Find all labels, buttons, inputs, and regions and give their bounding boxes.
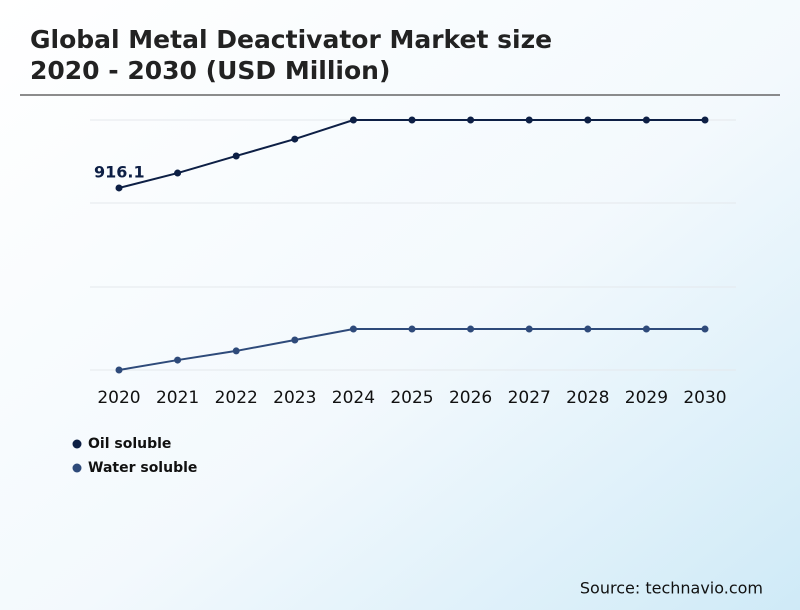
- x-tick-label: 2029: [625, 388, 668, 408]
- data-point: [467, 325, 475, 333]
- data-point: [408, 116, 416, 124]
- value-label: 916.1: [94, 162, 145, 181]
- data-point: [701, 325, 709, 333]
- x-tick-label: 2024: [332, 388, 375, 408]
- data-point: [525, 325, 533, 333]
- data-point: [642, 325, 650, 333]
- chart-subtitle: 2020 - 2030 (USD Million): [30, 56, 390, 85]
- legend-marker: [72, 463, 82, 473]
- data-point: [525, 116, 533, 124]
- data-point: [291, 336, 299, 344]
- data-point: [291, 135, 299, 143]
- data-point: [115, 366, 123, 374]
- data-point: [701, 116, 709, 124]
- legend-label: Oil soluble: [88, 436, 171, 452]
- data-point: [349, 325, 357, 333]
- data-point: [349, 116, 357, 124]
- x-tick-label: 2020: [97, 388, 140, 408]
- data-point: [115, 184, 123, 192]
- chart-title: Global Metal Deactivator Market size: [30, 25, 552, 54]
- legend-marker: [72, 439, 82, 449]
- data-point: [467, 116, 475, 124]
- x-tick-label: 2021: [156, 388, 199, 408]
- source: Source: technavio.com: [580, 579, 763, 598]
- x-tick-label: 2025: [390, 388, 433, 408]
- x-tick-label: 2022: [215, 388, 258, 408]
- data-point: [232, 347, 240, 355]
- legend-label: Water soluble: [88, 460, 197, 476]
- x-tick-label: 2023: [273, 388, 316, 408]
- data-point: [584, 116, 592, 124]
- data-point: [408, 325, 416, 333]
- x-tick-label: 2027: [508, 388, 551, 408]
- data-point: [642, 116, 650, 124]
- data-point: [174, 169, 182, 177]
- data-point: [584, 325, 592, 333]
- data-point: [174, 356, 182, 364]
- x-tick-label: 2028: [566, 388, 609, 408]
- x-tick-label: 2030: [683, 388, 726, 408]
- data-point: [232, 152, 240, 160]
- x-tick-label: 2026: [449, 388, 492, 408]
